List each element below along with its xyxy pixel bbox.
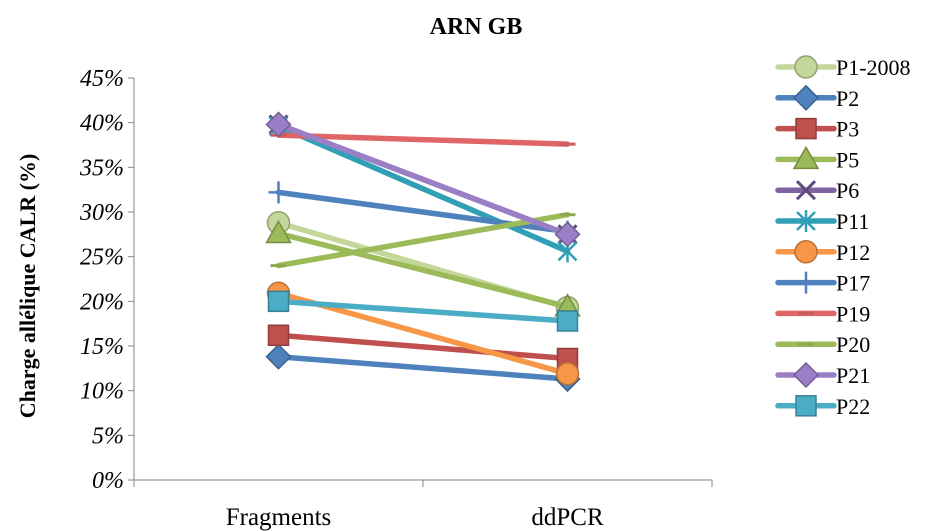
legend-label: P1-2008	[836, 55, 911, 80]
x-tick-label: ddPCR	[531, 504, 604, 531]
series-line-p2	[275, 353, 571, 382]
data-point-p21	[554, 221, 581, 248]
series-line-p5	[275, 230, 571, 310]
series-line-p21	[275, 121, 571, 238]
data-point-p3	[267, 324, 290, 347]
y-tick-label: 20%	[80, 289, 124, 315]
series-p3	[267, 324, 579, 370]
x-tick-label: Fragments	[226, 504, 332, 531]
data-point-p17	[268, 181, 289, 204]
data-point-p2	[265, 343, 292, 370]
series-line-p3	[275, 332, 571, 362]
y-tick-label: 5%	[92, 423, 124, 449]
data-point-p22	[267, 290, 290, 313]
y-tick-label: 0%	[92, 468, 124, 494]
legend-item-p3: P3	[775, 117, 859, 142]
legend-marker	[795, 180, 817, 201]
y-tick-label: 30%	[79, 200, 124, 226]
legend-marker	[792, 145, 820, 170]
legend-marker	[796, 210, 816, 232]
legend-marker	[792, 84, 820, 111]
y-tick-label: 15%	[80, 334, 124, 360]
series-line-p17	[275, 189, 571, 235]
legend-item-p1-2008: P1-2008	[775, 55, 911, 80]
series-layer	[265, 111, 581, 393]
series-line-p20	[275, 211, 571, 269]
legend-marker	[796, 271, 816, 294]
legend-marker	[795, 395, 817, 417]
legend-label: P3	[836, 117, 859, 142]
legend-marker	[794, 55, 818, 79]
legend-label: P12	[836, 240, 870, 265]
legend-label: P11	[836, 209, 869, 234]
legend-label: P17	[836, 271, 870, 296]
legend: P1-2008 P2 P3 P5 P6 P11 P12 P17 P19 P20 P21 P22	[775, 55, 911, 419]
y-tick-label: 25%	[80, 245, 124, 271]
legend-label: P19	[836, 301, 870, 326]
legend-item-p17: P17	[775, 271, 870, 296]
series-p2	[265, 343, 581, 393]
legend-label: P6	[836, 178, 859, 203]
legend-label: P20	[836, 332, 870, 357]
data-point-p21	[265, 111, 292, 138]
chart-title: ARN GB	[430, 14, 523, 40]
series-p22	[267, 290, 579, 332]
legend-item-p22: P22	[775, 394, 870, 419]
data-point-p5	[265, 219, 292, 244]
data-point-p22	[556, 310, 579, 332]
legend-marker	[795, 117, 817, 140]
axes: 0% 5% 10% 15% 20% 25% 30% 35% 40% 45% Fragments ddP…	[79, 66, 713, 531]
legend-label: P21	[836, 363, 870, 388]
data-point-p12	[555, 361, 580, 386]
legend-item-p12: P12	[775, 240, 870, 265]
series-line-p19	[275, 132, 571, 147]
legend-item-p11: P11	[775, 209, 869, 234]
y-tick-label: 10%	[80, 379, 124, 405]
series-line-p11	[275, 123, 571, 255]
series-p21	[265, 111, 581, 248]
legend-marker	[792, 361, 820, 389]
legend-item-p19: P19	[775, 301, 870, 326]
legend-label: P22	[836, 394, 870, 419]
legend-marker	[794, 240, 818, 264]
legend-item-p5: P5	[775, 145, 859, 172]
legend-label: P5	[836, 147, 859, 172]
legend-item-p20: P20	[775, 332, 870, 357]
legend-label: P2	[836, 86, 859, 111]
series-line-p22	[275, 298, 571, 324]
y-tick-label: 35%	[79, 155, 124, 181]
legend-item-p2: P2	[775, 84, 859, 111]
y-tick-label: 40%	[80, 111, 124, 137]
y-axis-label: Charge allélique CALR (%)	[15, 154, 40, 419]
series-p20	[270, 211, 576, 269]
legend-item-p21: P21	[775, 361, 870, 389]
y-tick-label: 45%	[80, 66, 124, 92]
legend-item-p6: P6	[775, 178, 859, 203]
